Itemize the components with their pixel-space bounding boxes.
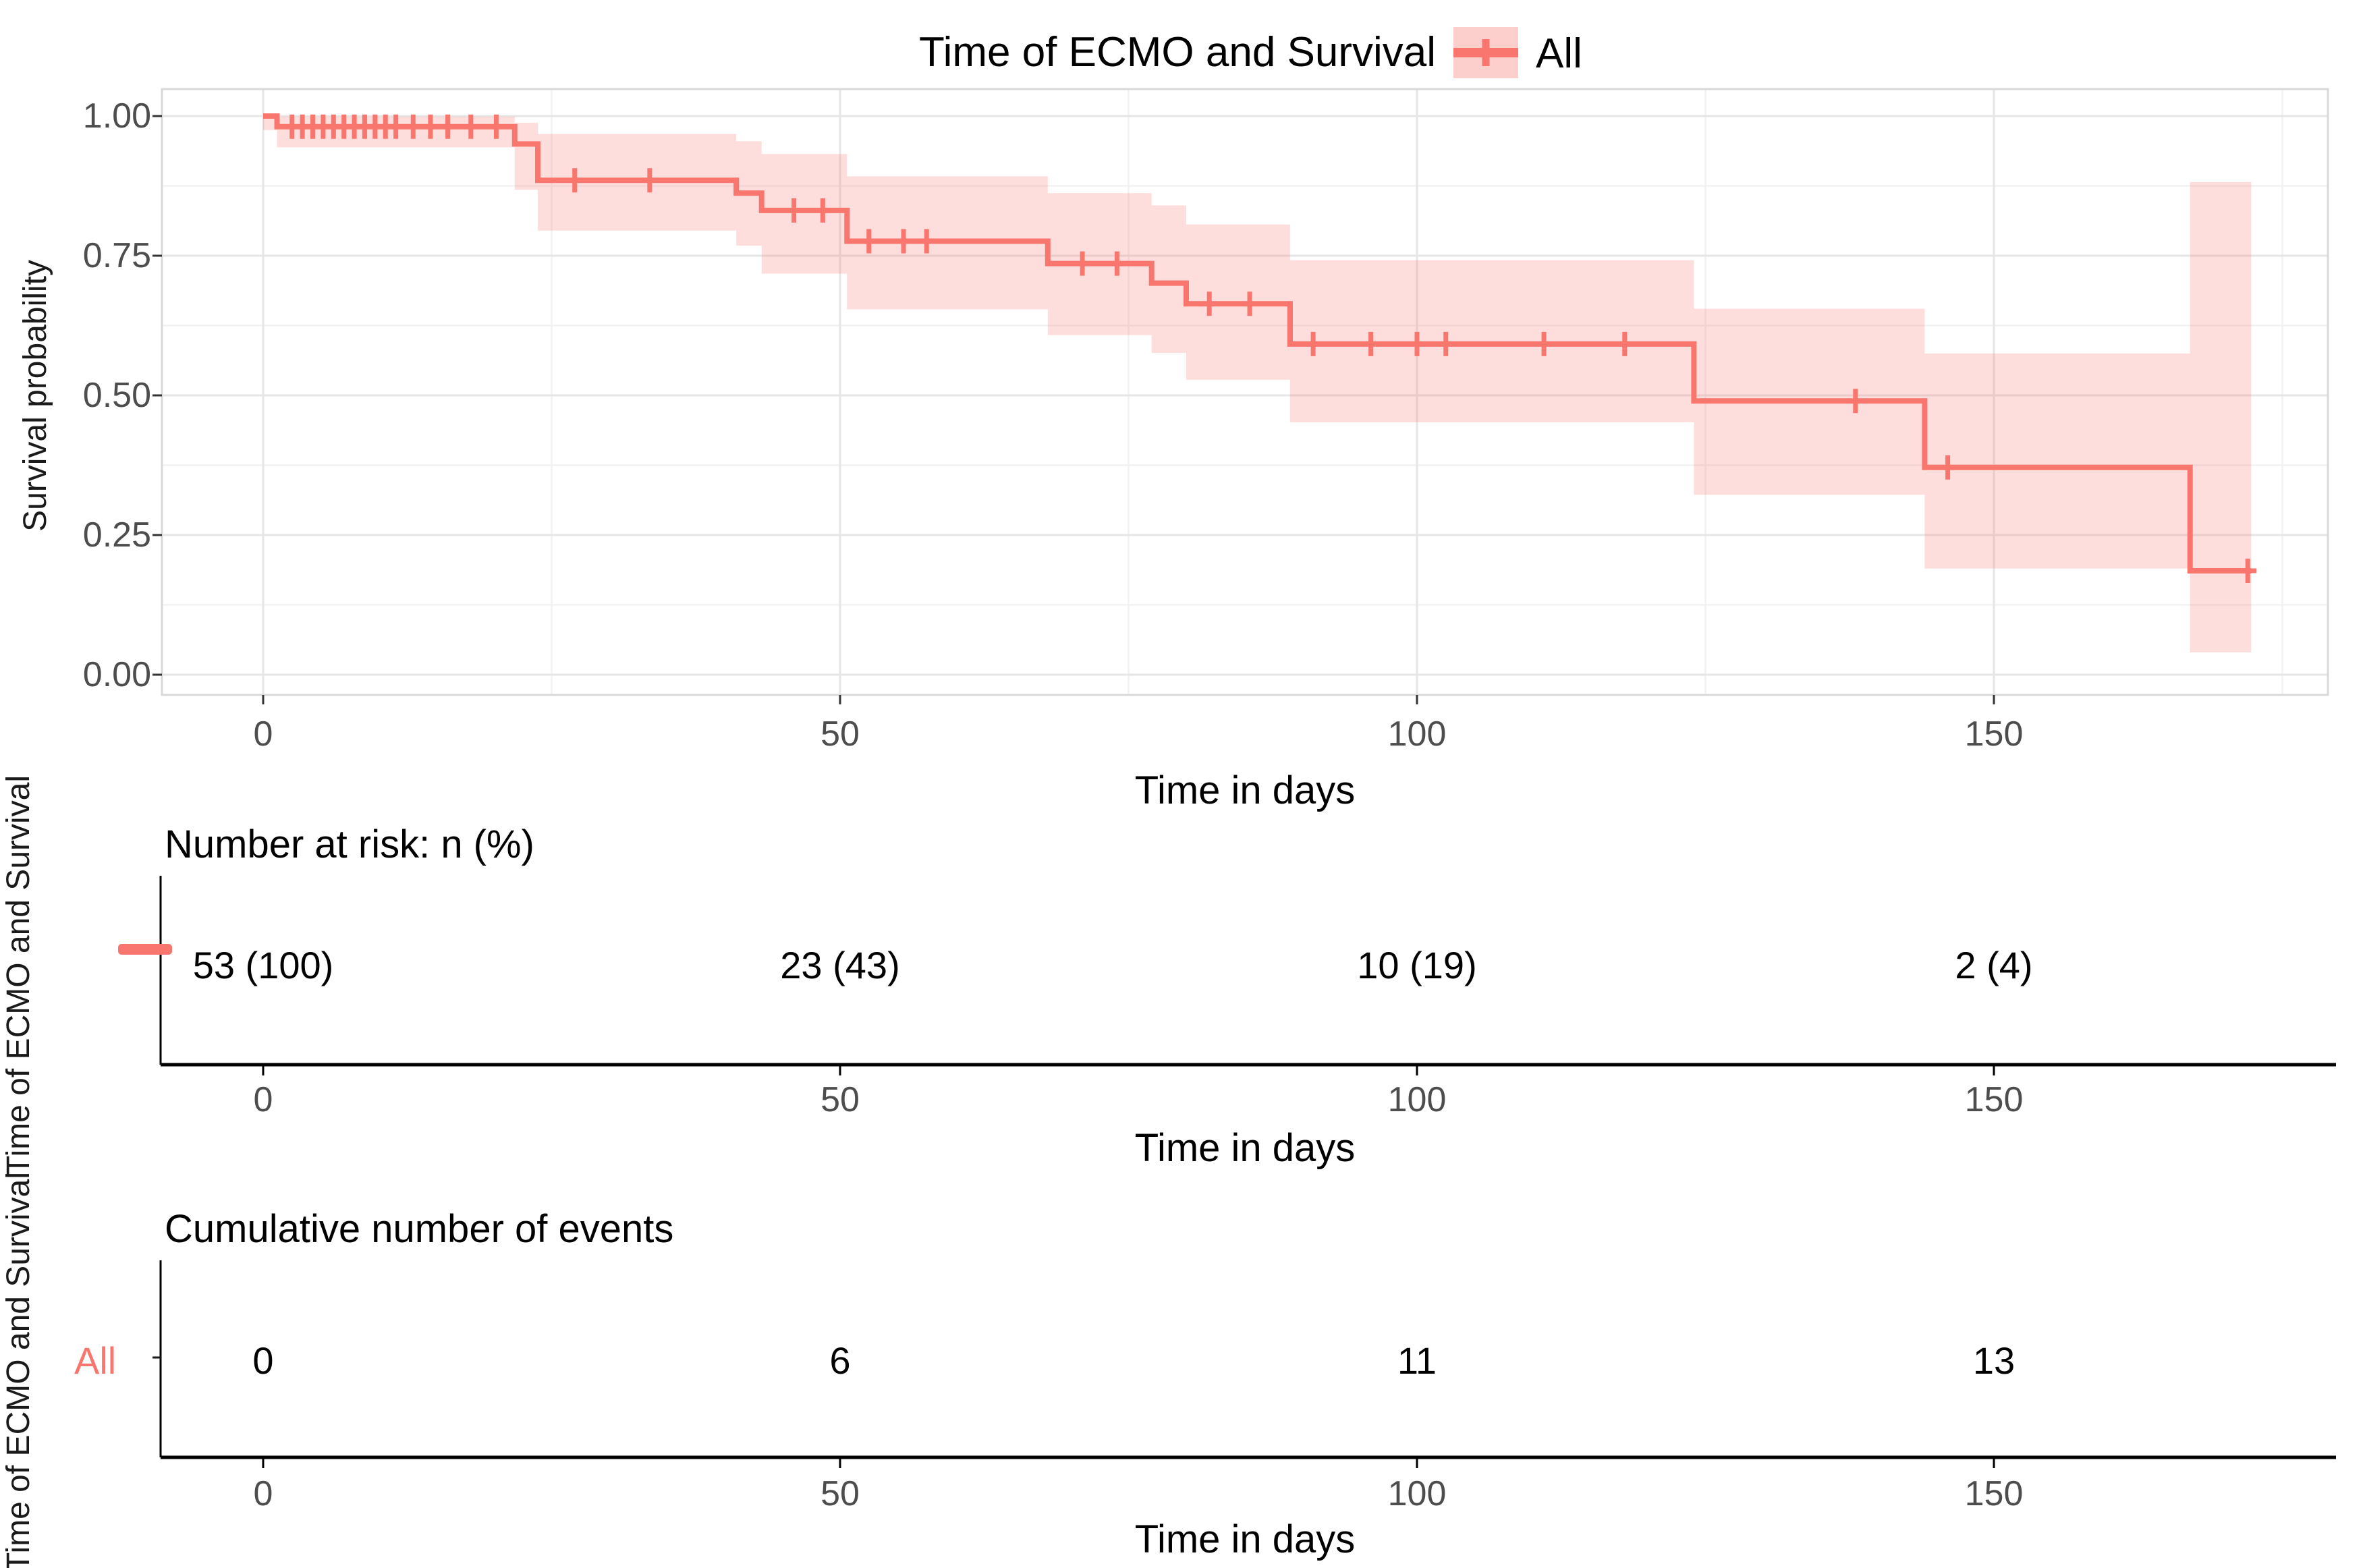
- x-axis-title-risk: Time in days: [1134, 1126, 1356, 1170]
- events-group-label: All: [74, 1339, 117, 1382]
- events-value: 11: [1397, 1339, 1437, 1382]
- y-axis-title: Survival probability: [18, 259, 53, 532]
- confidence-band: [263, 116, 2252, 652]
- risk-tick-label: 50: [821, 1080, 860, 1119]
- risk-table-title: Number at risk: n (%): [165, 822, 534, 866]
- risk-value: 23 (43): [780, 944, 900, 986]
- x-tick-label: 50: [821, 715, 860, 754]
- x-axis-title-main: Time in days: [1134, 768, 1356, 812]
- y-tick-label: 0.00: [82, 655, 151, 694]
- y-tick-label: 0.75: [82, 236, 151, 275]
- y-axis-title-wrap: Survival probability: [0, 193, 71, 598]
- events-tick-label: 50: [821, 1474, 860, 1513]
- legend-key-icon: [1453, 27, 1518, 78]
- events-side-label: Time of ECMO and Survival: [1, 1171, 37, 1568]
- risk-value: 10 (19): [1357, 944, 1477, 986]
- risk-tick-label: 150: [1964, 1080, 2024, 1119]
- events-tick-label: 0: [253, 1474, 273, 1513]
- y-tick-label: 0.50: [82, 376, 151, 415]
- chart-title: Time of ECMO and Survival: [919, 29, 1437, 76]
- risk-value: 53 (100): [192, 944, 334, 986]
- panel-border: [161, 88, 2329, 696]
- risk-side-label-box: Time of ECMO and Survival: [1, 775, 37, 1175]
- events-value: 13: [1972, 1339, 2016, 1382]
- risk-tick-label: 0: [253, 1080, 273, 1119]
- y-tick-label: 1.00: [82, 96, 151, 136]
- legend-label: All: [1536, 30, 1582, 77]
- risk-tick-label: 100: [1387, 1080, 1447, 1119]
- x-tick-label: 0: [253, 715, 273, 754]
- survival-curve: [263, 113, 2252, 573]
- events-value: 6: [829, 1339, 851, 1382]
- plot-panel: [162, 89, 2328, 695]
- events-table-title: Cumulative number of events: [165, 1207, 674, 1251]
- events-tick-label: 150: [1964, 1474, 2024, 1513]
- risk-group-marker: [118, 944, 172, 955]
- events-tick-label: 100: [1387, 1474, 1447, 1513]
- y-tick-label: 0.25: [82, 515, 151, 555]
- x-axis-title-events: Time in days: [1134, 1517, 1356, 1561]
- x-tick-label: 100: [1387, 715, 1447, 754]
- risk-side-label: Time of ECMO and Survival: [1, 775, 37, 1175]
- events-value: 0: [252, 1339, 274, 1382]
- events-side-label-box: Time of ECMO and Survival: [1, 1171, 37, 1568]
- x-tick-label: 150: [1964, 715, 2024, 754]
- risk-value: 2 (4): [1955, 944, 2033, 986]
